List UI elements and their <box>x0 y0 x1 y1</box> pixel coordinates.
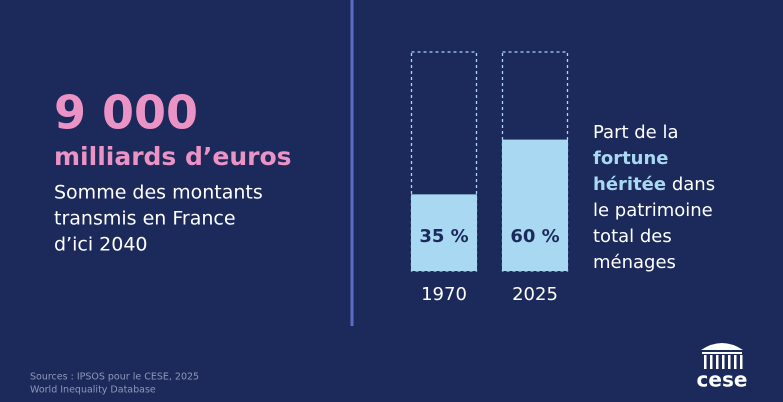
caption: Part de la <box>593 122 679 143</box>
source: Sources : IPSOS pour le CESE, 2025 <box>30 372 199 383</box>
bar <box>502 139 568 271</box>
headline-unit: milliards d’euros <box>54 142 292 171</box>
caption-emphasis: fortune <box>593 148 669 169</box>
headline-description: d’ici 2040 <box>54 234 148 256</box>
caption-emphasis: héritée <box>593 174 666 195</box>
caption: ménages <box>593 252 676 273</box>
caption: le patrimoine <box>593 200 713 221</box>
bar-frame <box>410 51 478 272</box>
headline-amount: 9 000 <box>54 86 198 140</box>
caption: dans <box>672 174 715 195</box>
caption: héritée dans <box>593 174 715 195</box>
x-tick-label: 1970 <box>421 284 467 305</box>
logo: cese <box>697 368 748 392</box>
x-tick-label: 2025 <box>512 284 558 305</box>
source: World Inequality Database <box>30 385 156 396</box>
value-label: 60 % <box>510 226 559 247</box>
headline-description: Somme des montants <box>54 182 263 204</box>
logo-icon <box>701 343 743 369</box>
headline-description: transmis en France <box>54 208 236 230</box>
value-label: 35 % <box>419 226 468 247</box>
caption: total des <box>593 226 672 247</box>
bar <box>411 194 477 271</box>
